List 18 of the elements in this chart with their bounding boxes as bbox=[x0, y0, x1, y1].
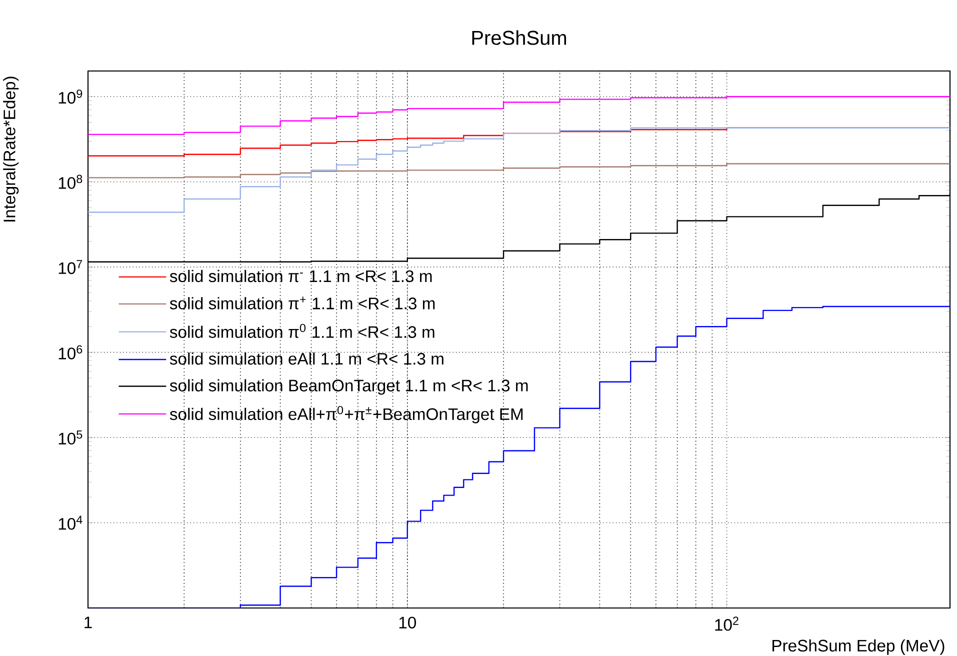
y-tick-label: 10$^{8}$ bbox=[58, 174, 82, 189]
x-tick-label: 10$^{2}$ bbox=[715, 616, 738, 631]
y-tick-label: 10$^{6}$ bbox=[58, 345, 82, 360]
x-tick-label: 1 bbox=[84, 616, 92, 628]
y-tick-label: 10$^{5}$ bbox=[58, 430, 82, 445]
y-tick-label: 10$^{7}$ bbox=[58, 260, 82, 274]
legend-label: solid simulation eAll+π$^{0}$+π$^{±}$+BeamOnTarget EM bbox=[170, 406, 523, 424]
y-axis-title: Integral(Rate*Edep) bbox=[3, 76, 19, 222]
x-axis-title: PreShSum Edep (MeV) bbox=[772, 639, 944, 655]
y-tick-label: 10$^{4}$ bbox=[58, 516, 82, 530]
x-tick-label: 10 bbox=[399, 616, 416, 628]
legend-label: solid simulation eAll 1.1 m <R< 1.3 m bbox=[170, 352, 444, 365]
chart-title: PreShSum bbox=[472, 30, 566, 45]
y-tick-label: 10$^{9}$ bbox=[58, 90, 82, 104]
legend-label: solid simulation BeamOnTarget 1.1 m <R< 1.3 m bbox=[170, 379, 528, 395]
legend-label: solid simulation π$^{+}$ 1.1 m <R< 1.3 m bbox=[170, 296, 435, 310]
legend-label: solid simulation π$^{-}$ 1.1 m <R< 1.3 m bbox=[170, 270, 432, 282]
legend-label: solid simulation π$^{0}$ 1.1 m <R< 1.3 m bbox=[170, 324, 434, 338]
